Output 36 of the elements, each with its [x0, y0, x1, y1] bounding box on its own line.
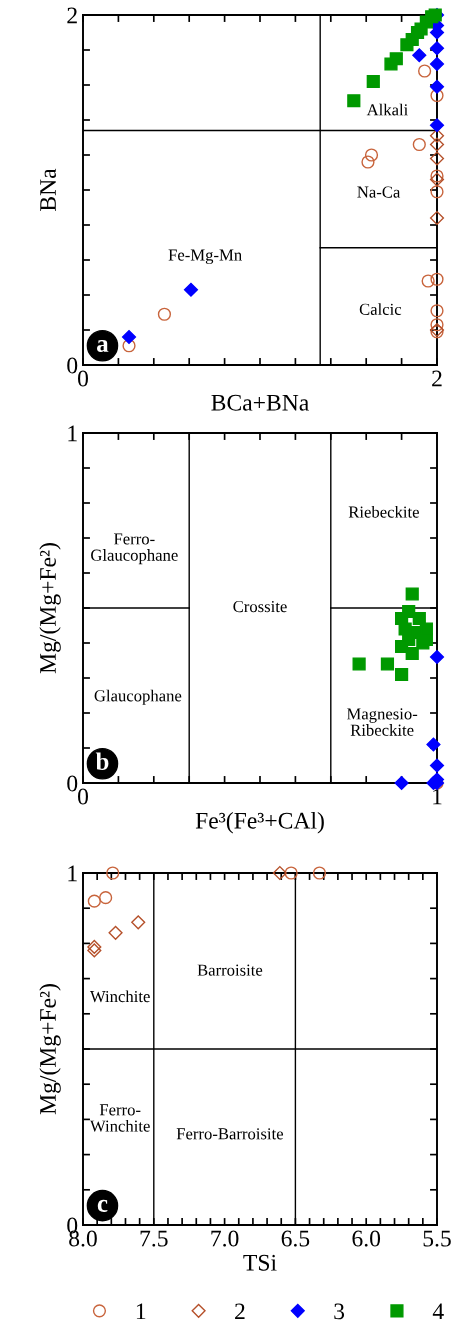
y-tick-label: 1: [68, 425, 77, 442]
x-axis-title: Fe³(Fe³+CAl): [195, 812, 324, 834]
annotation: Calcic: [359, 303, 402, 315]
y-axis-title: BNa: [40, 168, 56, 211]
annotation: Fe-Mg-Mn: [168, 249, 242, 265]
annotation: Ferro- Winchite: [89, 1104, 150, 1132]
annotation: Na-Ca: [357, 186, 401, 198]
y-tick-label: 1: [68, 865, 77, 882]
y-tick-label: 2: [67, 7, 77, 24]
x-axis-title: TSi: [243, 1254, 277, 1271]
x-tick-label: 7.5: [140, 1230, 168, 1247]
annotation: c: [97, 1199, 108, 1212]
x-axis-title: BCa+BNa: [211, 394, 309, 411]
x-tick-label: 6.0: [352, 1230, 381, 1247]
annotation: Ferro-Barroisite: [176, 1128, 284, 1140]
annotation: Winchite: [89, 990, 150, 1003]
y-axis-title: Mg/(Mg+Fe²): [39, 543, 61, 674]
legend-label: 4: [432, 1303, 444, 1320]
annotation: b: [95, 752, 109, 771]
annotation: a: [97, 340, 109, 353]
annotation: Alkali: [366, 103, 408, 116]
x-tick-label: 7.0: [211, 1230, 239, 1247]
y-axis-title: Mg/(Mg+Fe²): [39, 984, 61, 1115]
y-tick-label: 0: [67, 357, 78, 374]
legend-label: 2: [235, 1303, 245, 1320]
annotation: Barroisite: [197, 964, 263, 976]
x-tick-label: 6.5: [281, 1230, 310, 1247]
x-tick-label: 5.5: [423, 1230, 451, 1247]
legend-label: 3: [334, 1303, 345, 1320]
annotation: Glaucophane: [94, 689, 182, 705]
annotation: Crossite: [233, 600, 287, 613]
annotation: Riebeckite: [348, 505, 419, 518]
annotation: Magnesio- Ribeckite: [346, 708, 418, 736]
annotation: Ferro- Glaucophane: [91, 533, 178, 565]
legend-label: 1: [136, 1303, 146, 1320]
y-tick-label: 0: [67, 775, 78, 792]
